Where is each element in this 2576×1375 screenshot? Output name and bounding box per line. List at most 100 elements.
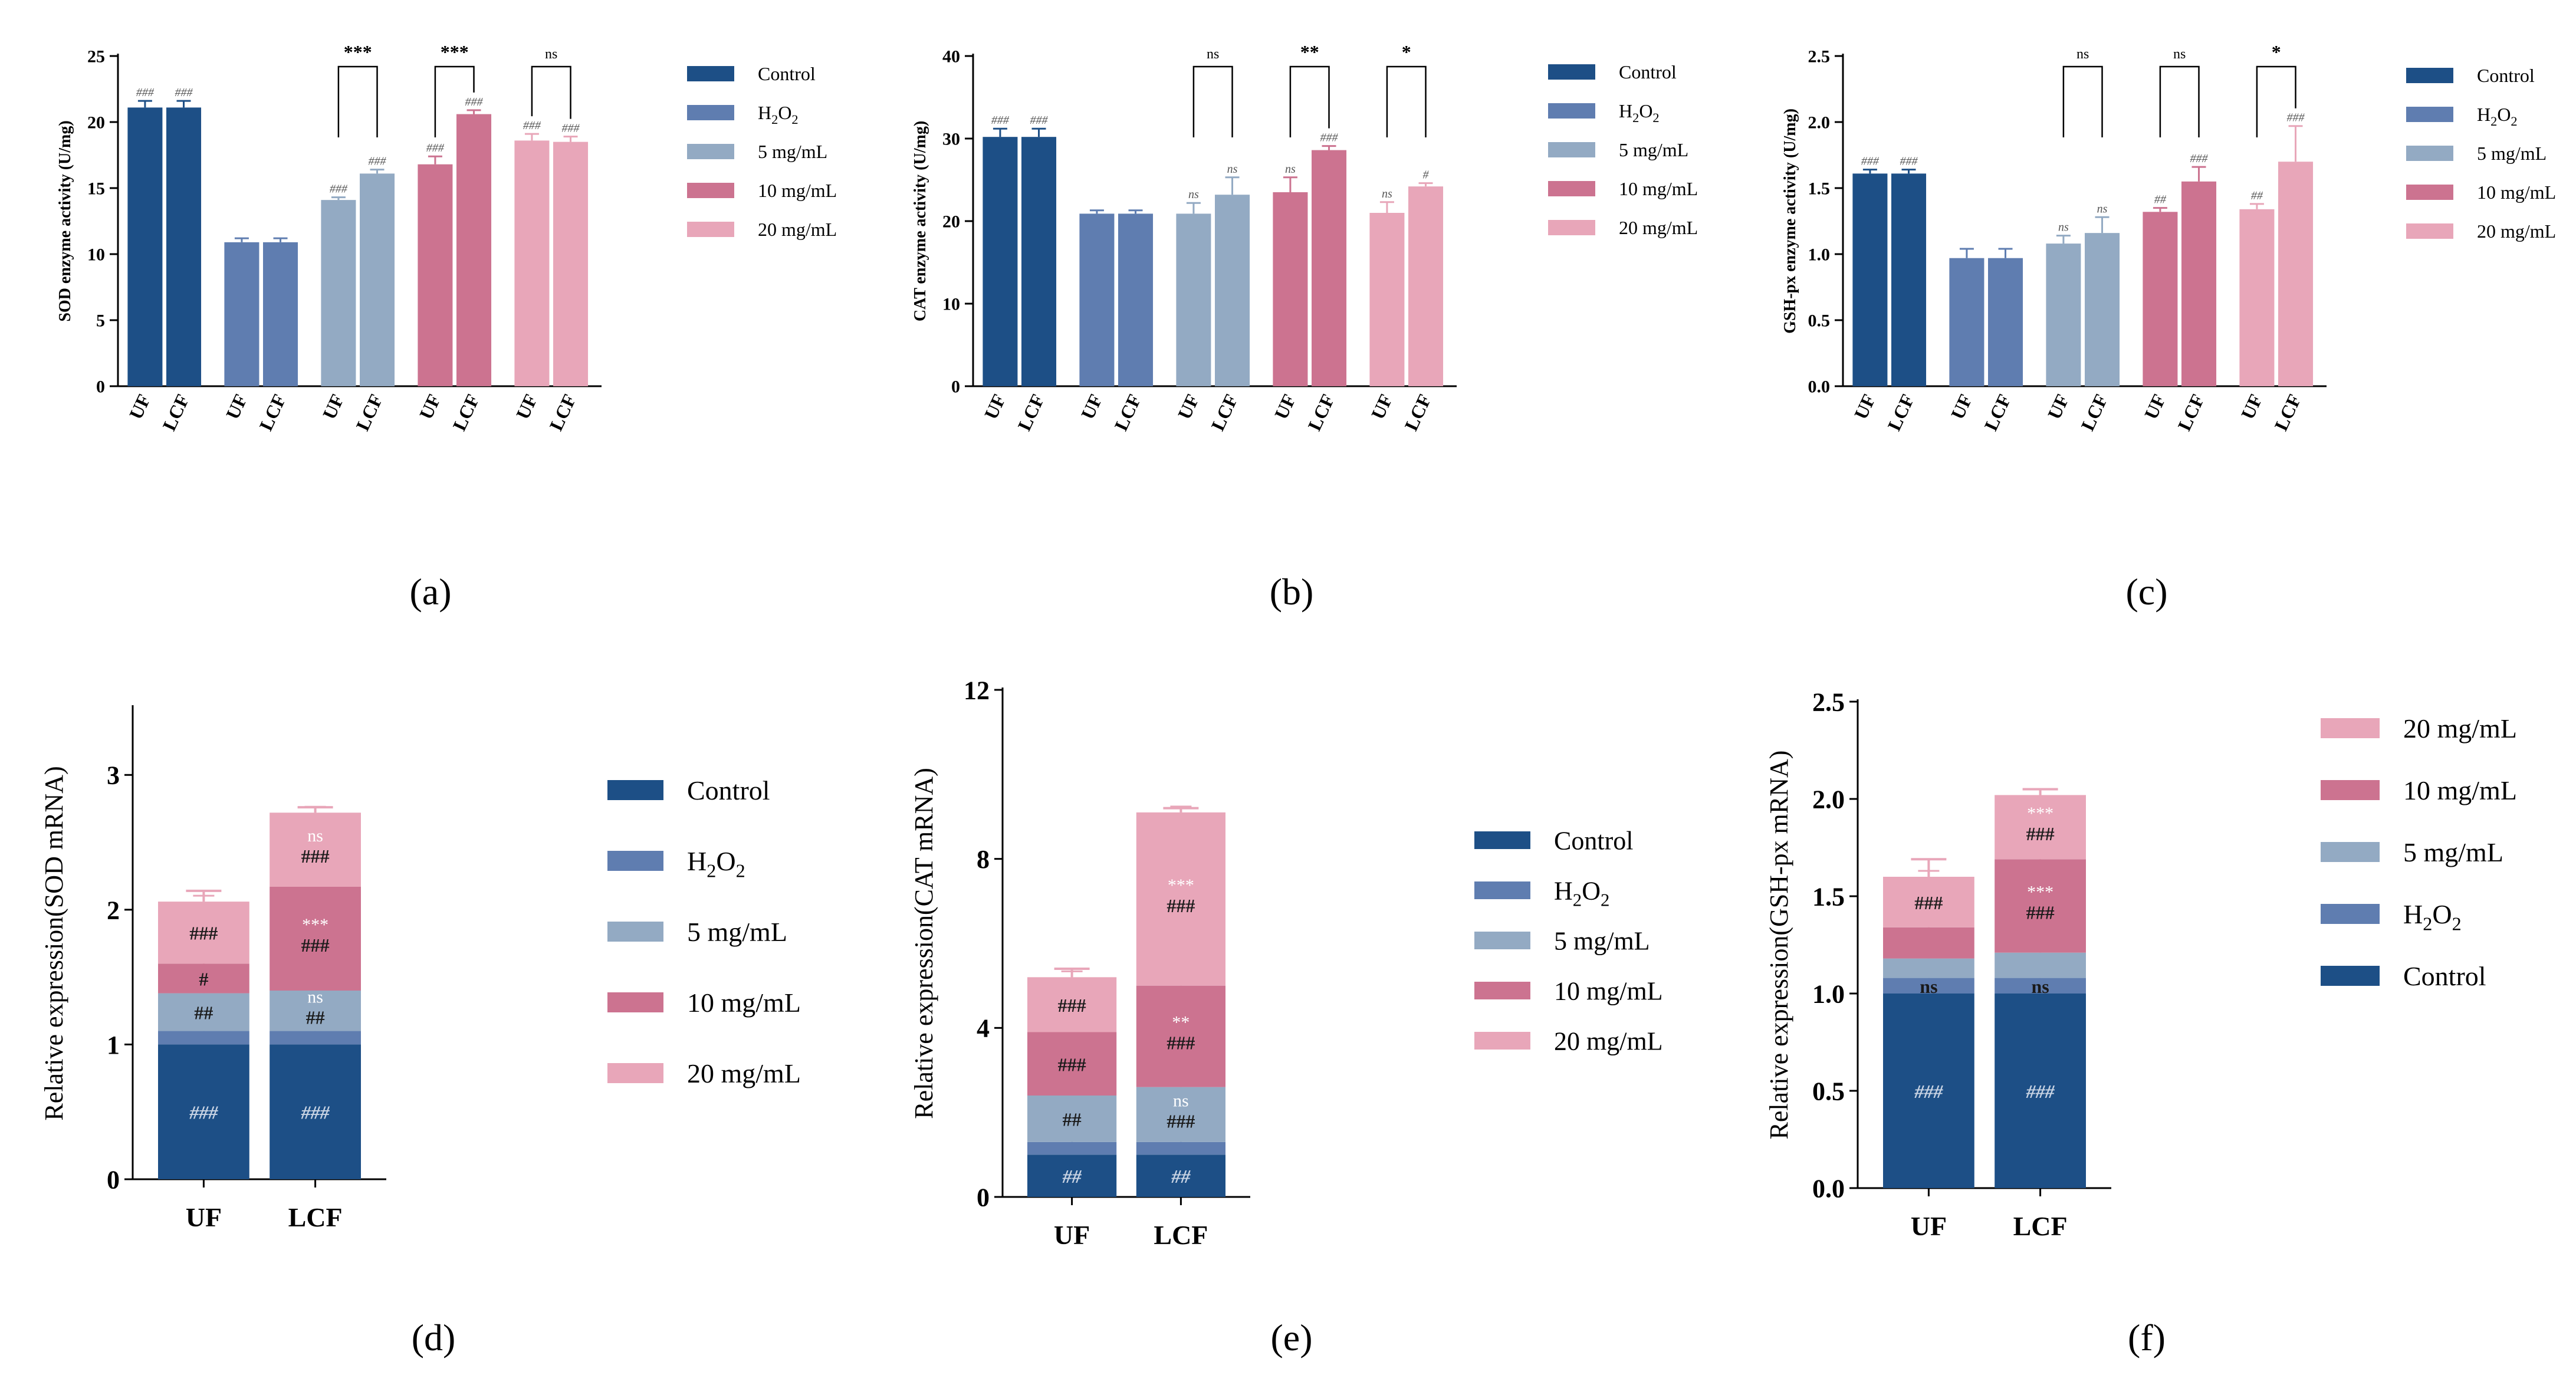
legend-swatch [2406, 146, 2453, 161]
x-tick-label: UF [1270, 391, 1300, 423]
panel-label: (c) [2125, 571, 2167, 613]
legend-label: H2O2 [687, 846, 745, 881]
significance-label: * [1402, 41, 1411, 63]
y-tick-label: 20 [942, 212, 960, 232]
y-tick-label: 0.5 [1808, 311, 1831, 331]
legend-label-part: O [1639, 100, 1652, 121]
stack-segment [1027, 1142, 1117, 1155]
legend-swatch [2406, 223, 2453, 239]
significance-label: * [2272, 41, 2281, 63]
segment-sub-annotation: *** [1168, 876, 1194, 895]
legend-label: H2O2 [1554, 876, 1609, 910]
legend-label-part: 2 [1601, 890, 1609, 910]
legend-label: 5 mg/mL [687, 917, 787, 947]
bar [1988, 258, 2023, 386]
stack-segment [1995, 952, 2086, 978]
legend-label: 20 mg/mL [687, 1058, 801, 1088]
legend-label: 10 mg/mL [758, 180, 837, 201]
bar-annotation: ### [426, 142, 445, 154]
segment-annotation: ## [1171, 1166, 1191, 1187]
x-tick-label: UF [125, 391, 155, 423]
legend-label: Control [687, 775, 770, 805]
legend-swatch [607, 851, 663, 871]
x-tick-label: LCF [545, 391, 580, 434]
y-tick-label: 10 [942, 295, 960, 314]
legend-label-part: 2 [1632, 110, 1639, 125]
stack-segment [270, 991, 361, 1031]
legend-swatch [687, 105, 734, 120]
legend-label-part: H [687, 846, 707, 876]
y-tick-label: 30 [942, 130, 960, 149]
legend-swatch [2321, 780, 2380, 800]
significance-bracket [1289, 65, 1330, 137]
bar-annotation: ### [330, 183, 348, 196]
y-tick-label: 2.0 [1808, 113, 1831, 133]
legend-swatch [687, 222, 734, 237]
legend-label-part: 2 [2452, 913, 2462, 935]
y-tick-label: 15 [87, 179, 105, 199]
bar-annotation: ### [523, 119, 541, 132]
bar [1852, 173, 1888, 386]
legend-label: 10 mg/mL [687, 988, 801, 1018]
bar-annotation: ### [1320, 131, 1339, 144]
legend-label-part: H [1554, 876, 1573, 905]
x-tick-label: UF [2043, 391, 2074, 423]
bar [1215, 195, 1250, 386]
stack-segment [158, 1044, 249, 1179]
panel-label: (f) [2128, 1317, 2166, 1358]
legend-label-part: 2 [2511, 114, 2517, 129]
bar-annotation: ### [2287, 111, 2305, 124]
segment-sub-annotation: *** [2027, 883, 2053, 902]
x-tick-label: LCF [288, 1202, 343, 1232]
legend-label: 10 mg/mL [2477, 182, 2556, 203]
significance-label: ns [2173, 47, 2186, 62]
legend-swatch [2406, 68, 2453, 83]
y-tick-label: 2.0 [1812, 785, 1845, 814]
bar [1079, 213, 1115, 386]
bar [553, 142, 589, 386]
segment-sub-annotation: *** [2027, 804, 2053, 823]
y-axis-label: Relative expression(SOD mRNA) [40, 766, 68, 1120]
bar [418, 164, 453, 386]
legend-label-part: 2 [791, 112, 798, 127]
x-tick-label: LCF [2013, 1211, 2068, 1241]
bar-annotation: ## [2251, 189, 2263, 202]
legend-swatch [1474, 932, 1530, 949]
legend-label: 20 mg/mL [1619, 217, 1698, 238]
bar-annotation: ## [2154, 193, 2167, 206]
legend-swatch [2406, 107, 2453, 122]
x-tick-label: LCF [1400, 391, 1435, 434]
x-tick-label: LCF [1883, 391, 1918, 434]
segment-annotation: ns [2031, 976, 2049, 997]
bar [983, 137, 1018, 386]
x-tick-label: UF [2140, 391, 2170, 423]
y-tick-label: 0 [977, 1183, 990, 1212]
stack-segment [1136, 1154, 1225, 1197]
stack-segment [1136, 1087, 1225, 1142]
x-tick-label: LCF [448, 391, 484, 434]
legend-swatch [687, 144, 734, 159]
legend-swatch [607, 1063, 663, 1083]
legend-swatch [1548, 103, 1595, 119]
legend-swatch [1474, 831, 1530, 849]
legend-label: H2O2 [2477, 104, 2518, 129]
bar [514, 140, 550, 387]
legend-label: 5 mg/mL [1619, 139, 1688, 160]
legend-label-part: H [758, 102, 771, 123]
bar [127, 107, 163, 387]
stack-segment [270, 887, 361, 991]
x-tick-label: UF [512, 391, 542, 423]
legend-label: 20 mg/mL [2477, 221, 2556, 242]
x-tick-label: UF [980, 391, 1010, 423]
segment-annotation: ### [301, 846, 330, 867]
significance-label: *** [441, 41, 469, 63]
segment-annotation: ## [306, 1006, 325, 1028]
y-tick-label: 1.5 [1808, 179, 1831, 199]
y-tick-label: 8 [977, 845, 990, 874]
legend-swatch [607, 992, 663, 1012]
bar [1949, 258, 1984, 386]
legend-label: 20 mg/mL [758, 219, 837, 240]
bar-annotation: ### [991, 114, 1010, 127]
stack-segment [1995, 978, 2086, 994]
